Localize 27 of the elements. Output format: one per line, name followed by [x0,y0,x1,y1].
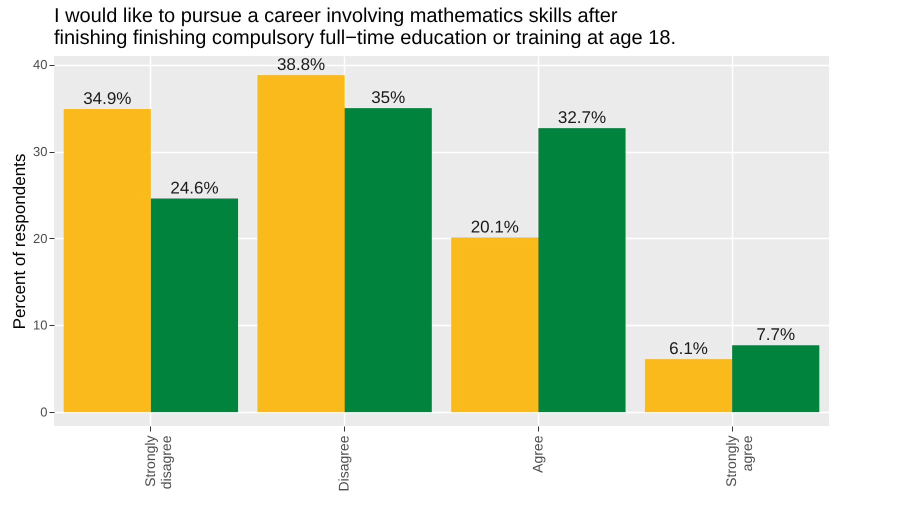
data-label: 35% [371,88,406,108]
bar [538,128,626,412]
bar [64,108,151,412]
chart-title: I would like to pursue a career involving mathematics skills after finishing finishing compulsory full−time education or training at age 18. [54,5,676,49]
y-tick-label: 40 [33,57,48,72]
data-label: 32.7% [558,108,606,128]
bar [150,198,238,412]
y-tick-label: 0 [40,404,48,420]
data-label: 20.1% [470,218,519,237]
data-label: 38.8% [276,55,326,74]
bar [451,238,538,412]
x-tick-label: Disagree [336,435,352,492]
y-axis-title: Percent of respondents [10,154,30,330]
data-label: 7.7% [756,325,796,344]
x-tick-label: Strongly agree [723,435,756,487]
y-tick-label: 10 [33,318,48,333]
y-tick-label: 20 [33,230,48,246]
data-label: 24.6% [170,178,219,198]
bar [257,75,345,412]
bar [644,359,732,412]
data-label: 34.9% [83,88,132,108]
y-tick-label: 30 [33,144,48,160]
bar [732,345,820,412]
x-tick-label: Agree [529,435,546,473]
x-tick-label: Strongly disagree [142,435,174,490]
data-label: 6.1% [669,339,708,358]
bar [344,108,432,412]
